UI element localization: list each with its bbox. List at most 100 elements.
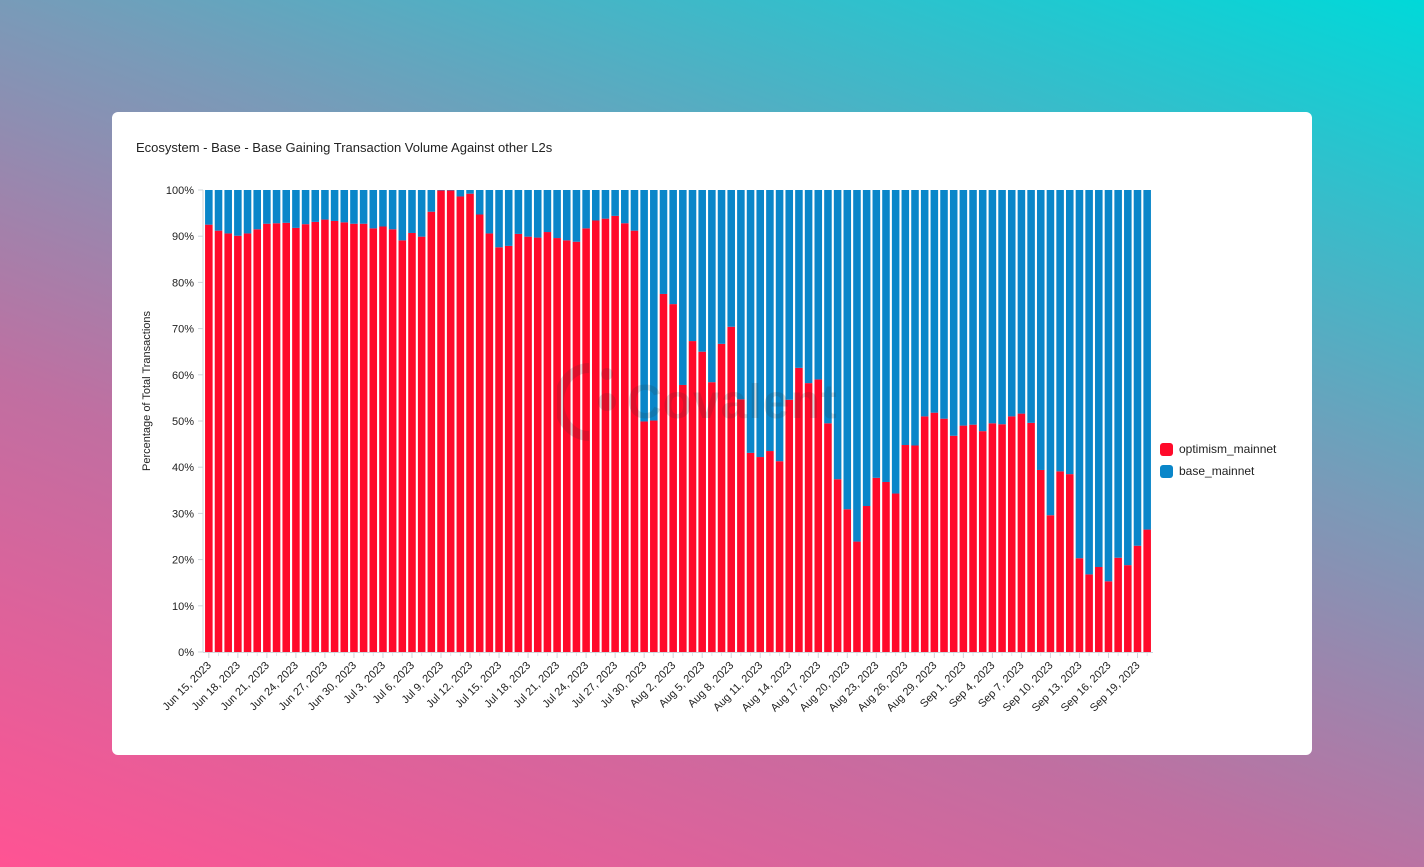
bar-optimism-mainnet-72[interactable] xyxy=(901,445,910,652)
bar-optimism-mainnet-46[interactable] xyxy=(650,420,658,652)
bar-base-mainnet-78[interactable] xyxy=(959,190,968,426)
bar-base-mainnet-53[interactable] xyxy=(717,190,726,344)
bar-base-mainnet-37[interactable] xyxy=(562,190,571,241)
bar-optimism-mainnet-41[interactable] xyxy=(601,218,610,652)
bar-base-mainnet-35[interactable] xyxy=(543,190,552,233)
bar-base-mainnet-39[interactable] xyxy=(582,190,590,229)
bar-optimism-mainnet-69[interactable] xyxy=(872,477,881,652)
bar-optimism-mainnet-95[interactable] xyxy=(1124,565,1132,652)
bar-optimism-mainnet-30[interactable] xyxy=(495,247,503,653)
bar-optimism-mainnet-64[interactable] xyxy=(824,423,832,652)
bar-base-mainnet-69[interactable] xyxy=(872,190,881,478)
bar-base-mainnet-66[interactable] xyxy=(843,190,852,510)
bar-base-mainnet-42[interactable] xyxy=(611,190,619,216)
bar-base-mainnet-20[interactable] xyxy=(398,190,407,241)
legend-item-optimism-mainnet[interactable]: optimism_mainnet xyxy=(1160,438,1276,460)
bar-base-mainnet-11[interactable] xyxy=(311,190,320,222)
bar-optimism-mainnet-57[interactable] xyxy=(756,457,764,652)
bar-base-mainnet-9[interactable] xyxy=(292,190,300,228)
bar-base-mainnet-51[interactable] xyxy=(698,190,706,352)
bar-optimism-mainnet-31[interactable] xyxy=(504,245,513,652)
bar-optimism-mainnet-59[interactable] xyxy=(775,461,784,652)
bar-optimism-mainnet-85[interactable] xyxy=(1027,422,1035,652)
bar-optimism-mainnet-58[interactable] xyxy=(766,451,774,652)
bar-optimism-mainnet-3[interactable] xyxy=(234,235,242,652)
bar-base-mainnet-65[interactable] xyxy=(833,190,842,480)
bar-base-mainnet-31[interactable] xyxy=(504,190,513,246)
bar-optimism-mainnet-29[interactable] xyxy=(485,233,494,652)
bar-base-mainnet-46[interactable] xyxy=(650,190,658,421)
bar-optimism-mainnet-89[interactable] xyxy=(1066,474,1074,652)
bar-base-mainnet-73[interactable] xyxy=(911,190,919,446)
bar-base-mainnet-76[interactable] xyxy=(940,190,948,419)
bar-optimism-mainnet-24[interactable] xyxy=(437,190,445,652)
bar-base-mainnet-89[interactable] xyxy=(1066,190,1074,475)
bar-base-mainnet-87[interactable] xyxy=(1046,190,1055,516)
bar-optimism-mainnet-6[interactable] xyxy=(263,223,271,652)
bar-optimism-mainnet-67[interactable] xyxy=(853,541,861,652)
bar-optimism-mainnet-10[interactable] xyxy=(301,224,310,652)
bar-base-mainnet-93[interactable] xyxy=(1104,190,1113,582)
bar-optimism-mainnet-45[interactable] xyxy=(640,421,648,652)
bar-optimism-mainnet-86[interactable] xyxy=(1036,469,1045,652)
bar-optimism-mainnet-50[interactable] xyxy=(688,341,697,652)
bar-base-mainnet-8[interactable] xyxy=(282,190,290,223)
bar-base-mainnet-2[interactable] xyxy=(224,190,232,234)
bar-base-mainnet-5[interactable] xyxy=(253,190,261,230)
bar-optimism-mainnet-92[interactable] xyxy=(1095,566,1103,652)
bar-optimism-mainnet-19[interactable] xyxy=(388,229,397,652)
bar-base-mainnet-88[interactable] xyxy=(1056,190,1064,472)
bar-optimism-mainnet-40[interactable] xyxy=(592,220,600,652)
bar-base-mainnet-49[interactable] xyxy=(679,190,687,385)
bar-base-mainnet-36[interactable] xyxy=(553,190,561,239)
bar-optimism-mainnet-39[interactable] xyxy=(582,228,590,652)
bar-optimism-mainnet-76[interactable] xyxy=(940,418,948,652)
bar-base-mainnet-14[interactable] xyxy=(340,190,349,223)
bar-optimism-mainnet-32[interactable] xyxy=(514,233,523,652)
bar-base-mainnet-92[interactable] xyxy=(1095,190,1103,567)
bar-optimism-mainnet-11[interactable] xyxy=(311,221,320,652)
bar-base-mainnet-0[interactable] xyxy=(205,190,213,225)
bar-base-mainnet-54[interactable] xyxy=(727,190,735,327)
bar-base-mainnet-44[interactable] xyxy=(630,190,639,231)
bar-optimism-mainnet-56[interactable] xyxy=(746,452,755,652)
bar-base-mainnet-38[interactable] xyxy=(572,190,581,242)
bar-optimism-mainnet-66[interactable] xyxy=(843,509,852,652)
bar-optimism-mainnet-4[interactable] xyxy=(243,233,252,652)
bar-base-mainnet-1[interactable] xyxy=(214,190,223,231)
bar-base-mainnet-97[interactable] xyxy=(1143,190,1151,530)
bar-base-mainnet-57[interactable] xyxy=(756,190,764,458)
bar-base-mainnet-3[interactable] xyxy=(234,190,242,236)
bar-base-mainnet-72[interactable] xyxy=(901,190,910,446)
bar-base-mainnet-68[interactable] xyxy=(862,190,871,507)
bar-base-mainnet-30[interactable] xyxy=(495,190,503,248)
bar-base-mainnet-62[interactable] xyxy=(804,190,813,384)
bar-optimism-mainnet-1[interactable] xyxy=(214,230,223,652)
bar-base-mainnet-29[interactable] xyxy=(485,190,494,234)
bar-base-mainnet-18[interactable] xyxy=(379,190,387,227)
bar-optimism-mainnet-9[interactable] xyxy=(292,227,300,652)
bar-base-mainnet-32[interactable] xyxy=(514,190,523,234)
bar-base-mainnet-77[interactable] xyxy=(949,190,958,436)
bar-optimism-mainnet-61[interactable] xyxy=(795,367,803,652)
bar-optimism-mainnet-25[interactable] xyxy=(446,190,455,652)
bar-base-mainnet-52[interactable] xyxy=(708,190,716,383)
bar-optimism-mainnet-35[interactable] xyxy=(543,232,552,652)
bar-base-mainnet-91[interactable] xyxy=(1085,190,1093,575)
bar-base-mainnet-59[interactable] xyxy=(775,190,784,462)
bar-optimism-mainnet-2[interactable] xyxy=(224,233,232,652)
bar-base-mainnet-71[interactable] xyxy=(891,190,900,494)
bar-base-mainnet-6[interactable] xyxy=(263,190,271,224)
bar-optimism-mainnet-71[interactable] xyxy=(891,493,900,652)
bar-optimism-mainnet-42[interactable] xyxy=(611,215,619,652)
bar-optimism-mainnet-82[interactable] xyxy=(998,424,1006,652)
bar-optimism-mainnet-91[interactable] xyxy=(1085,574,1093,652)
bar-base-mainnet-80[interactable] xyxy=(978,190,987,432)
bar-base-mainnet-63[interactable] xyxy=(814,190,823,380)
bar-base-mainnet-56[interactable] xyxy=(746,190,755,453)
legend-item-base-mainnet[interactable]: base_mainnet xyxy=(1160,460,1276,482)
bar-optimism-mainnet-75[interactable] xyxy=(930,412,939,652)
bar-optimism-mainnet-38[interactable] xyxy=(572,241,581,653)
bar-optimism-mainnet-80[interactable] xyxy=(978,431,987,652)
bar-optimism-mainnet-26[interactable] xyxy=(456,196,465,652)
